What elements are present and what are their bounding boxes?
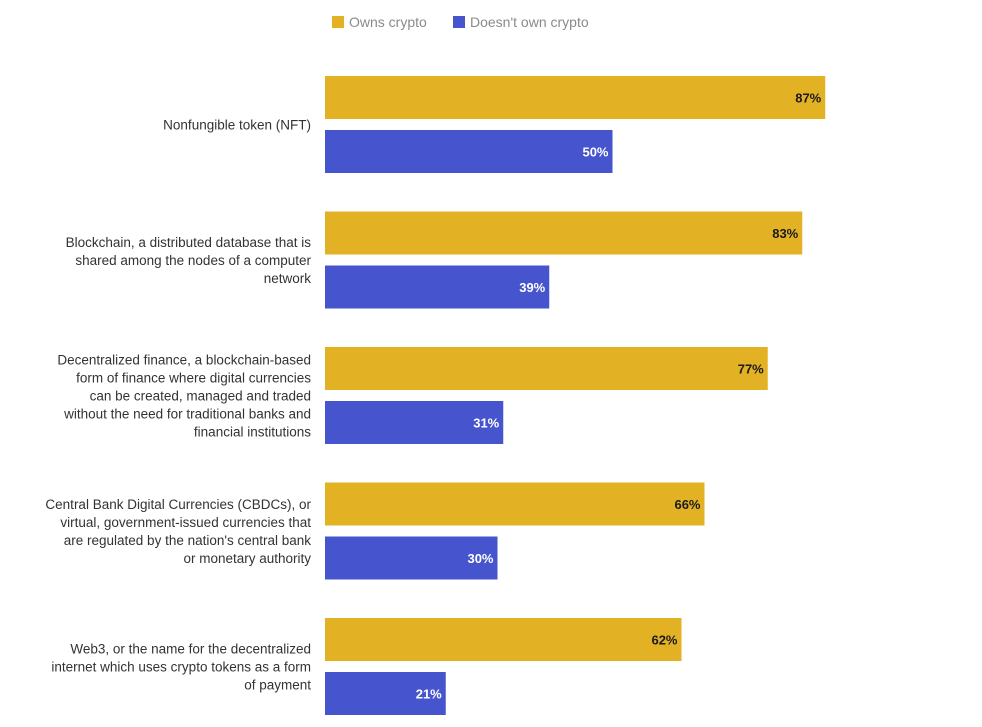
legend-label-owns: Owns crypto	[349, 14, 427, 30]
legend-swatch-doesnt-own	[453, 16, 465, 28]
category-label-line: Decentralized finance, a blockchain-base…	[57, 353, 311, 368]
bar-value-label: 21%	[416, 687, 442, 702]
category-label-line: or monetary authority	[183, 551, 311, 566]
bar-value-label: 87%	[795, 91, 821, 106]
bar-doesnt-own	[325, 401, 504, 444]
bar-owns	[325, 347, 768, 390]
category-label-line: are regulated by the nation's central ba…	[64, 533, 311, 548]
category-label-line: virtual, government-issued currencies th…	[60, 515, 311, 530]
bar-value-label: 39%	[519, 280, 545, 295]
legend-swatch-owns	[332, 16, 344, 28]
category-label-line: shared among the nodes of a computer	[75, 253, 311, 268]
bar-value-label: 50%	[582, 145, 608, 160]
category-label-line: without the need for traditional banks a…	[63, 407, 311, 422]
bar-value-label: 83%	[772, 226, 798, 241]
bar-value-label: 66%	[674, 497, 700, 512]
bar-value-label: 62%	[651, 633, 677, 648]
category-label-line: Blockchain, a distributed database that …	[66, 235, 312, 250]
category-label-line: Central Bank Digital Currencies (CBDCs),…	[45, 497, 311, 512]
category-label-line: Web3, or the name for the decentralized	[70, 642, 311, 657]
bar-value-label: 77%	[738, 362, 764, 377]
category-label: Central Bank Digital Currencies (CBDCs),…	[45, 497, 311, 566]
legend-label-doesnt-own: Doesn't own crypto	[470, 14, 589, 30]
bar-owns	[325, 618, 682, 661]
bar-owns	[325, 482, 705, 526]
bar-value-label: 31%	[473, 416, 499, 431]
bar-owns	[325, 211, 803, 255]
bar-doesnt-own	[325, 265, 550, 309]
bar-doesnt-own	[325, 130, 613, 173]
category-label-line: financial institutions	[194, 425, 311, 440]
category-label-line: form of finance where digital currencies	[76, 371, 311, 386]
category-label: Web3, or the name for the decentralized i…	[51, 642, 311, 693]
category-label-line: internet which uses crypto tokens as a f…	[51, 660, 311, 675]
category-label-line: of payment	[244, 678, 311, 693]
category-label-line: network	[264, 271, 312, 286]
bar-value-label: 30%	[467, 551, 493, 566]
bar-doesnt-own	[325, 536, 498, 580]
category-label-line: Nonfungible token (NFT)	[163, 118, 311, 133]
category-label: Nonfungible token (NFT)	[163, 118, 311, 133]
category-label-line: can be created, managed and traded	[90, 389, 311, 404]
legend: Owns crypto Doesn't own crypto	[332, 14, 589, 30]
category-label: Decentralized finance, a blockchain-base…	[57, 353, 311, 440]
plot-area: Nonfungible token (NFT) 87% 50% Blockchain,…	[45, 76, 826, 715]
bar-owns	[325, 76, 826, 119]
category-label: Blockchain, a distributed database that …	[66, 235, 312, 286]
bar-doesnt-own	[325, 672, 446, 715]
